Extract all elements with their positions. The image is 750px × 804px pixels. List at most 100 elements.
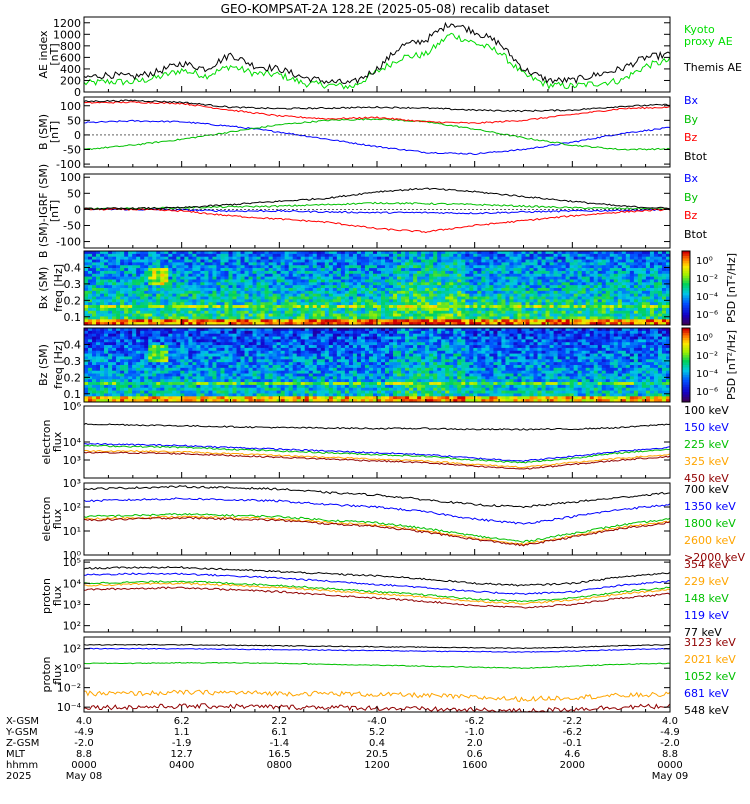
spec-cell xyxy=(353,260,357,263)
spec-cell xyxy=(361,311,365,314)
spec-cell xyxy=(224,331,228,334)
spec-cell xyxy=(140,374,144,377)
spec-cell xyxy=(208,305,212,308)
spec-cell xyxy=(385,285,389,288)
spec-cell xyxy=(642,271,646,274)
spec-cell xyxy=(509,297,513,300)
spec-cell xyxy=(594,262,598,265)
spec-cell xyxy=(457,262,461,265)
spec-cell xyxy=(160,371,164,374)
spec-cell xyxy=(265,297,269,300)
spec-cell xyxy=(421,279,425,282)
spec-cell xyxy=(136,274,140,277)
spec-cell xyxy=(425,294,429,297)
spec-cell xyxy=(485,291,489,294)
spec-cell xyxy=(441,305,445,308)
spec-cell xyxy=(437,271,441,274)
spec-cell xyxy=(92,311,96,314)
spec-cell xyxy=(341,316,345,319)
spec-cell xyxy=(192,396,196,399)
spec-cell xyxy=(168,316,172,319)
spec-cell xyxy=(301,294,305,297)
spec-cell xyxy=(112,339,116,342)
spec-cell xyxy=(389,282,393,285)
spec-cell xyxy=(538,260,542,263)
spec-cell xyxy=(409,260,413,263)
spec-cell xyxy=(582,308,586,311)
spec-cell xyxy=(92,262,96,265)
spec-cell xyxy=(622,305,626,308)
spec-cell xyxy=(261,277,265,280)
spec-cell xyxy=(124,342,128,345)
spec-cell xyxy=(369,277,373,280)
spec-cell xyxy=(634,254,638,257)
spec-cell xyxy=(164,371,168,374)
spec-cell xyxy=(421,316,425,319)
spec-cell xyxy=(429,308,433,311)
spec-cell xyxy=(602,288,606,291)
spec-cell xyxy=(473,274,477,277)
spec-cell xyxy=(84,319,88,322)
spec-cell xyxy=(289,285,293,288)
spec-cell xyxy=(602,299,606,302)
spec-cell xyxy=(144,294,148,297)
spec-cell xyxy=(602,302,606,305)
spec-cell xyxy=(389,294,393,297)
spec-cell xyxy=(120,376,124,379)
spec-cell xyxy=(188,342,192,345)
spec-cell xyxy=(208,356,212,359)
spec-cell xyxy=(509,294,513,297)
spec-cell xyxy=(357,302,361,305)
spec-cell xyxy=(337,302,341,305)
spec-cell xyxy=(228,302,232,305)
spec-cell xyxy=(646,277,650,280)
spec-cell xyxy=(377,299,381,302)
spec-cell xyxy=(369,288,373,291)
ytick-label-bsm-3: 50 xyxy=(67,114,81,127)
spec-cell xyxy=(88,305,92,308)
spec-cell xyxy=(92,288,96,291)
spec-cell xyxy=(586,262,590,265)
spec-cell xyxy=(144,374,148,377)
spec-cell xyxy=(172,288,176,291)
spec-cell xyxy=(397,288,401,291)
spec-cell xyxy=(445,268,449,271)
spec-cell xyxy=(361,274,365,277)
spec-cell xyxy=(501,285,505,288)
spec-cell xyxy=(128,271,132,274)
spec-cell xyxy=(562,260,566,263)
spec-cell xyxy=(160,285,164,288)
spec-cell xyxy=(285,288,289,291)
spec-cell xyxy=(208,339,212,342)
spec-cell xyxy=(317,297,321,300)
spec-cell xyxy=(220,356,224,359)
spec-cell xyxy=(582,262,586,265)
spec-cell xyxy=(413,254,417,257)
spec-cell xyxy=(192,297,196,300)
spec-cell xyxy=(241,305,245,308)
spec-cell xyxy=(204,337,208,340)
spec-cell xyxy=(357,291,361,294)
spec-cell xyxy=(120,297,124,300)
spec-cell xyxy=(630,254,634,257)
spec-cell xyxy=(538,299,542,302)
spec-cell xyxy=(409,257,413,260)
spec-cell xyxy=(112,311,116,314)
spec-cell xyxy=(630,305,634,308)
spec-cell xyxy=(297,277,301,280)
spec-cell xyxy=(176,331,180,334)
spec-cell xyxy=(489,277,493,280)
spec-cell xyxy=(293,294,297,297)
spec-cell xyxy=(546,274,550,277)
spec-cell xyxy=(124,308,128,311)
spec-cell xyxy=(152,368,156,371)
spec-cell xyxy=(662,274,666,277)
spec-cell xyxy=(309,282,313,285)
spec-cell xyxy=(265,274,269,277)
spec-cell xyxy=(405,291,409,294)
spec-cell xyxy=(337,254,341,257)
spec-cell xyxy=(92,316,96,319)
spec-cell xyxy=(100,334,104,337)
spec-cell xyxy=(180,331,184,334)
spec-cell xyxy=(180,354,184,357)
